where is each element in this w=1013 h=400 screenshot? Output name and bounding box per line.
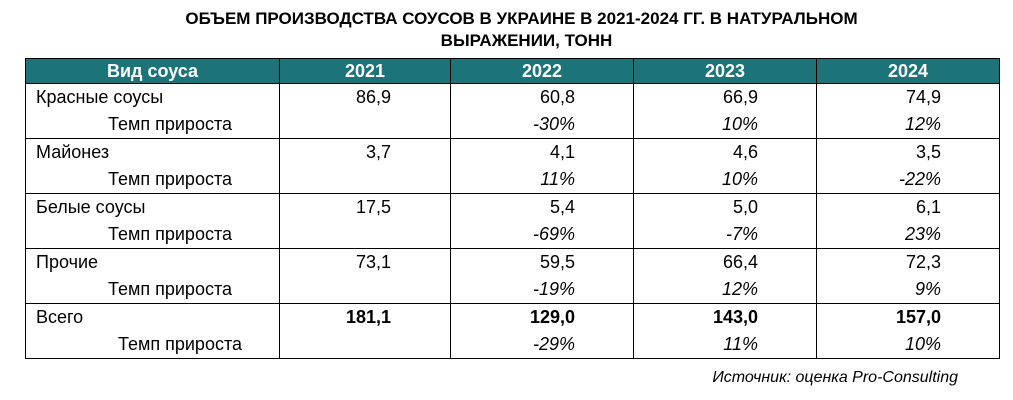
growth-2023: 10% bbox=[633, 166, 817, 194]
row-label: Прочие bbox=[25, 248, 280, 276]
title-line-1: ОБЪЕМ ПРОИЗВОДСТВА СОУСОВ В УКРАИНЕ В 20… bbox=[185, 9, 858, 28]
table-row-white-sauces-growth: Темп прироста -69% -7% 23% bbox=[25, 221, 1000, 249]
growth-2021 bbox=[279, 276, 451, 304]
growth-label: Темп прироста bbox=[25, 111, 280, 139]
table-row-mayonnaise-growth: Темп прироста 11% 10% -22% bbox=[25, 166, 1000, 194]
header-2023: 2023 bbox=[633, 58, 817, 84]
table-row-mayonnaise: Майонез 3,7 4,1 4,6 3,5 bbox=[25, 138, 1000, 166]
growth-label: Темп прироста bbox=[25, 276, 280, 304]
value-2021: 73,1 bbox=[279, 248, 451, 276]
table-row-white-sauces: Белые соусы 17,5 5,4 5,0 6,1 bbox=[25, 193, 1000, 221]
growth-2022: -29% bbox=[450, 331, 634, 359]
value-2021: 181,1 bbox=[279, 303, 451, 331]
growth-2024: 23% bbox=[816, 221, 1000, 249]
sauce-production-table: Вид соуса 2021 2022 2023 2024 Красные со… bbox=[25, 58, 1000, 359]
table-row-red-sauces-growth: Темп прироста -30% 10% 12% bbox=[25, 111, 1000, 139]
value-2023: 66,9 bbox=[633, 83, 817, 111]
growth-2021 bbox=[279, 166, 451, 194]
growth-2023: 10% bbox=[633, 111, 817, 139]
growth-2023: 12% bbox=[633, 276, 817, 304]
value-2021: 86,9 bbox=[279, 83, 451, 111]
growth-label: Темп прироста bbox=[25, 331, 280, 359]
table-header-row: Вид соуса 2021 2022 2023 2024 bbox=[25, 58, 1000, 84]
value-2022: 5,4 bbox=[450, 193, 634, 221]
header-2022: 2022 bbox=[450, 58, 634, 84]
value-2022: 59,5 bbox=[450, 248, 634, 276]
growth-2022: 11% bbox=[450, 166, 634, 194]
value-2022: 4,1 bbox=[450, 138, 634, 166]
value-2024: 74,9 bbox=[816, 83, 1000, 111]
table-row-total: Всего 181,1 129,0 143,0 157,0 bbox=[25, 303, 1000, 331]
value-2022: 129,0 bbox=[450, 303, 634, 331]
growth-2023: 11% bbox=[633, 331, 817, 359]
growth-2022: -30% bbox=[450, 111, 634, 139]
table-row-total-growth: Темп прироста -29% 11% 10% bbox=[25, 331, 1000, 359]
growth-2024: 10% bbox=[816, 331, 1000, 359]
growth-2021 bbox=[279, 331, 451, 359]
value-2024: 72,3 bbox=[816, 248, 1000, 276]
growth-2024: 12% bbox=[816, 111, 1000, 139]
growth-2021 bbox=[279, 221, 451, 249]
value-2024: 3,5 bbox=[816, 138, 1000, 166]
value-2022: 60,8 bbox=[450, 83, 634, 111]
row-label: Белые соусы bbox=[25, 193, 280, 221]
growth-2022: -69% bbox=[450, 221, 634, 249]
source-note: Источник: оценка Pro-Consulting bbox=[712, 369, 958, 386]
row-label: Майонез bbox=[25, 138, 280, 166]
value-2024: 157,0 bbox=[816, 303, 1000, 331]
growth-2024: 9% bbox=[816, 276, 1000, 304]
value-2023: 143,0 bbox=[633, 303, 817, 331]
header-sauce-type: Вид соуса bbox=[25, 58, 280, 84]
growth-2022: -19% bbox=[450, 276, 634, 304]
title-line-2: ВЫРАЖЕНИИ, ТОНН bbox=[440, 31, 613, 50]
value-2024: 6,1 bbox=[816, 193, 1000, 221]
growth-2021 bbox=[279, 111, 451, 139]
page-title: ОБЪЕМ ПРОИЗВОДСТВА СОУСОВ В УКРАИНЕ В 20… bbox=[0, 8, 1013, 52]
table-row-other-growth: Темп прироста -19% 12% 9% bbox=[25, 276, 1000, 304]
growth-2023: -7% bbox=[633, 221, 817, 249]
growth-2024: -22% bbox=[816, 166, 1000, 194]
table-row-red-sauces: Красные соусы 86,9 60,8 66,9 74,9 bbox=[25, 83, 1000, 111]
value-2021: 17,5 bbox=[279, 193, 451, 221]
value-2021: 3,7 bbox=[279, 138, 451, 166]
table-row-other: Прочие 73,1 59,5 66,4 72,3 bbox=[25, 248, 1000, 276]
value-2023: 5,0 bbox=[633, 193, 817, 221]
row-label: Красные соусы bbox=[25, 83, 280, 111]
row-label: Всего bbox=[25, 303, 280, 331]
value-2023: 66,4 bbox=[633, 248, 817, 276]
value-2023: 4,6 bbox=[633, 138, 817, 166]
header-2024: 2024 bbox=[816, 58, 1000, 84]
header-2021: 2021 bbox=[279, 58, 451, 84]
growth-label: Темп прироста bbox=[25, 221, 280, 249]
growth-label: Темп прироста bbox=[25, 166, 280, 194]
